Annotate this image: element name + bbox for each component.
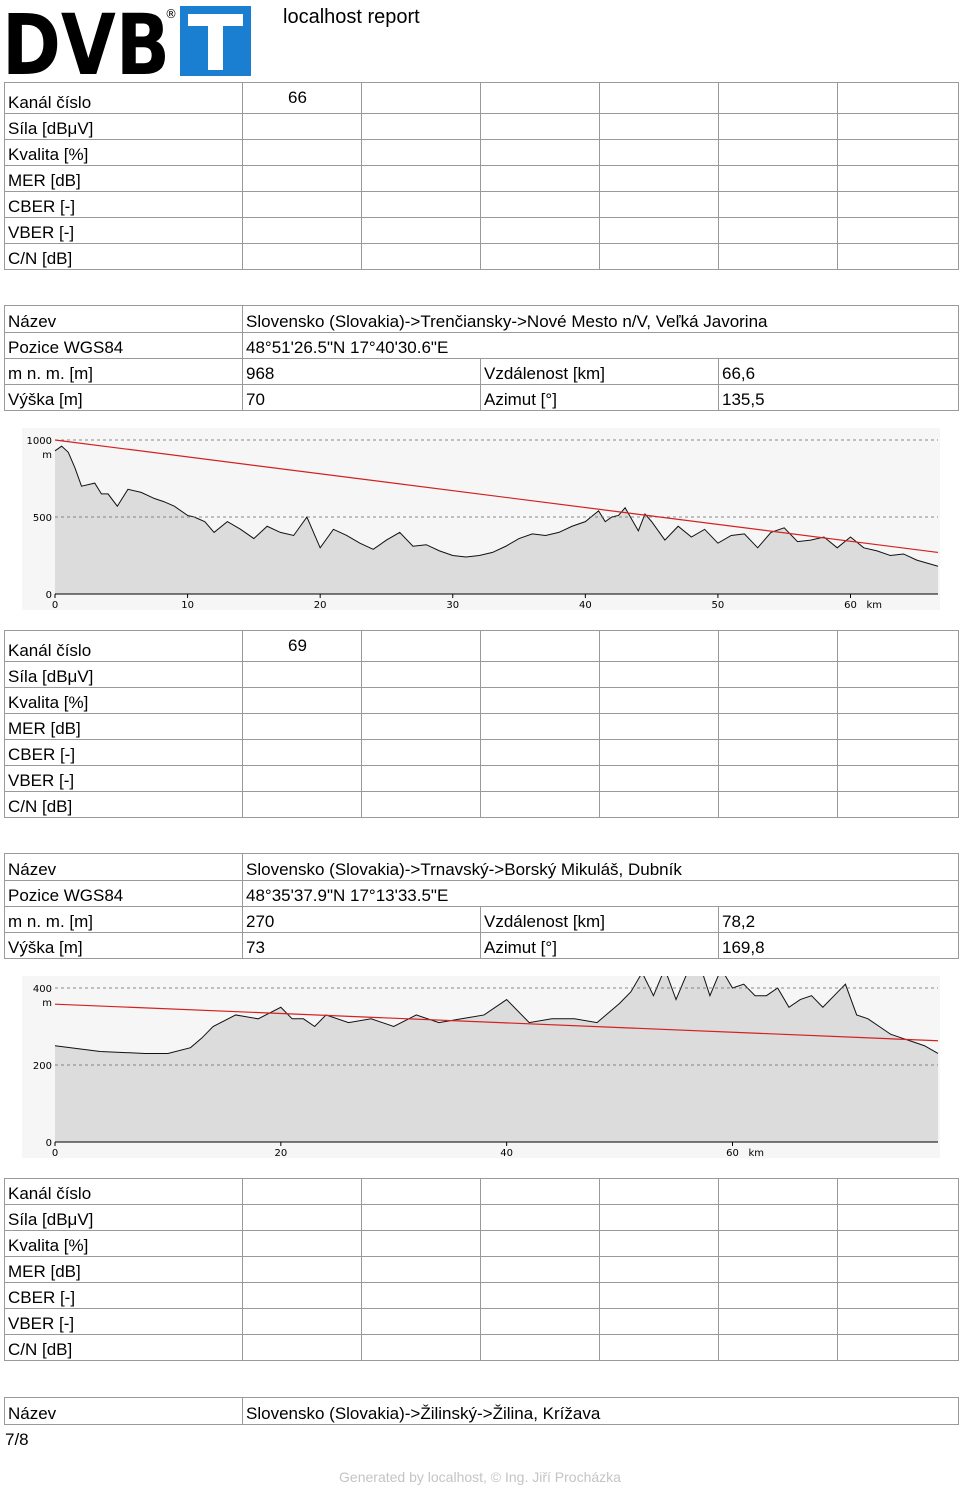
x-tick-label: 0: [52, 1148, 58, 1158]
row-label: Kanál číslo: [4, 82, 243, 114]
tx-label: Pozice WGS84: [4, 332, 243, 359]
tx-position: 48°51'26.5"N 17°40'30.6"E: [241, 332, 960, 359]
line-of-sight: [54, 439, 939, 554]
x-unit-label: km: [866, 600, 882, 610]
y-unit-label: m: [42, 450, 52, 461]
row-label: MER [dB]: [4, 1256, 243, 1283]
terrain-profile-chart: 0 200 400 m 0 20 40 60 km: [22, 976, 940, 1158]
channel-number: [242, 1178, 362, 1205]
row-label: C/N [dB]: [4, 243, 243, 270]
terrain-line: [54, 445, 939, 567]
y-tick-label: 500: [33, 513, 52, 524]
line-of-sight: [54, 1003, 939, 1042]
x-tick-label: 40: [579, 600, 592, 610]
transmitter-table: Název Slovensko (Slovakia)->Trenčiansky->…: [4, 305, 960, 411]
tx-label: Název: [4, 1397, 243, 1425]
x-tick-label: 60: [844, 600, 857, 610]
tx-distance: 78,2: [717, 906, 960, 933]
tx-azimuth: 135,5: [717, 384, 960, 411]
row-label: MER [dB]: [4, 713, 243, 740]
terrain-line: [54, 976, 939, 1054]
row-label: Kvalita [%]: [4, 687, 243, 714]
row-label: Síla [dBμV]: [4, 661, 243, 688]
tx-azimuth: 169,8: [717, 932, 960, 959]
tx-label: Název: [4, 305, 243, 333]
tx-label: Výška [m]: [4, 932, 243, 959]
tx-label: Pozice WGS84: [4, 880, 243, 907]
x-tick-label: 20: [314, 600, 327, 610]
tx-label: Azimut [°]: [480, 384, 719, 411]
channel-number: 69: [242, 630, 362, 662]
tx-label: Vzdálenost [km]: [480, 906, 719, 933]
tx-label: Azimut [°]: [480, 932, 719, 959]
row-label: CBER [-]: [4, 1282, 243, 1309]
row-label: VBER [-]: [4, 765, 243, 792]
row-label: Kvalita [%]: [4, 1230, 243, 1257]
x-tick-label: 50: [712, 600, 725, 610]
row-label: VBER [-]: [4, 1308, 243, 1335]
channel-table: Kanál číslo 69 Síla [dBμV] Kvalita [%] ME…: [4, 630, 959, 818]
y-unit-label: m: [42, 998, 52, 1009]
tx-name: Slovensko (Slovakia)->Trenčiansky->Nové …: [241, 305, 960, 333]
y-tick-label: 0: [46, 1138, 52, 1149]
row-label: C/N [dB]: [4, 791, 243, 818]
tx-height: 73: [242, 932, 481, 959]
x-tick-label: 40: [500, 1148, 513, 1158]
tx-altitude: 270: [242, 906, 481, 933]
footer-credit: Generated by localhost, © Ing. Jiří Proc…: [339, 1469, 621, 1485]
tx-height: 70: [242, 384, 481, 411]
channel-table: Kanál číslo 66 Síla [dBμV] Kvalita [%] ME…: [4, 82, 959, 270]
row-label: Kanál číslo: [4, 630, 243, 662]
tx-altitude: 968: [242, 358, 481, 385]
tx-name: Slovensko (Slovakia)->Žilinský->Žilina, …: [241, 1397, 960, 1425]
tx-label: Výška [m]: [4, 384, 243, 411]
tx-name: Slovensko (Slovakia)->Trnavský->Borský M…: [241, 853, 960, 881]
channel-number: 66: [242, 82, 362, 114]
svg-text:®: ®: [165, 7, 177, 21]
channel-table: Kanál číslo Síla [dBμV] Kvalita [%] MER …: [4, 1178, 959, 1361]
x-tick-label: 60: [726, 1148, 739, 1158]
x-tick-label: 30: [446, 600, 459, 610]
x-tick-label: 10: [181, 600, 194, 610]
dvb-t-logo: DVB ®: [2, 2, 251, 78]
svg-text:DVB: DVB: [2, 2, 170, 78]
y-tick-label: 1000: [27, 436, 52, 447]
tx-label: Název: [4, 853, 243, 881]
tx-distance: 66,6: [717, 358, 960, 385]
transmitter-table: Název Slovensko (Slovakia)->Žilinský->Žil…: [4, 1397, 960, 1425]
terrain-profile-chart: 0 500 1000 m 0 10 20 30 40 50 60 km: [22, 428, 940, 610]
tx-label: m n. m. [m]: [4, 358, 243, 385]
row-label: CBER [-]: [4, 739, 243, 766]
tx-position: 48°35'37.9"N 17°13'33.5"E: [241, 880, 960, 907]
terrain-area: [55, 976, 938, 1142]
report-title: localhost report: [283, 6, 420, 28]
x-tick-label: 0: [52, 600, 58, 610]
x-tick-label: 20: [274, 1148, 287, 1158]
x-unit-label: km: [748, 1148, 764, 1158]
terrain-area: [55, 446, 938, 594]
transmitter-table: Název Slovensko (Slovakia)->Trnavský->Bor…: [4, 853, 960, 959]
tx-label: Vzdálenost [km]: [480, 358, 719, 385]
page-number: 7/8: [5, 1430, 29, 1449]
row-label: Síla [dBμV]: [4, 1204, 243, 1231]
row-label: C/N [dB]: [4, 1334, 243, 1361]
row-label: Síla [dBμV]: [4, 113, 243, 140]
y-tick-label: 400: [33, 984, 52, 995]
row-label: CBER [-]: [4, 191, 243, 218]
tx-label: m n. m. [m]: [4, 906, 243, 933]
y-tick-label: 200: [33, 1061, 52, 1072]
row-label: VBER [-]: [4, 217, 243, 244]
row-label: MER [dB]: [4, 165, 243, 192]
row-label: Kvalita [%]: [4, 139, 243, 166]
y-tick-label: 0: [46, 590, 52, 601]
row-label: Kanál číslo: [4, 1178, 243, 1205]
